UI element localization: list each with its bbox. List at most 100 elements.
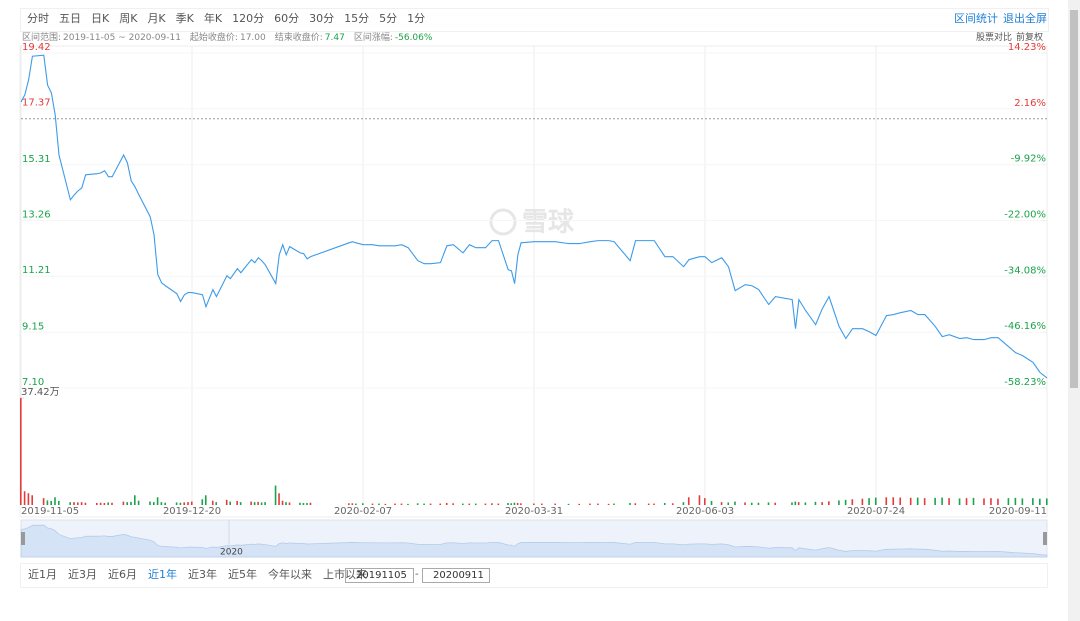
volume-bar — [260, 502, 263, 505]
period-button[interactable]: 30分 — [309, 12, 335, 25]
range-button[interactable]: 今年以来 — [268, 568, 312, 581]
volume-bar — [597, 503, 599, 505]
volume-bar — [1007, 498, 1010, 505]
x-tick-label: 2020-09-11 — [989, 506, 1047, 517]
volume-bar — [183, 502, 185, 505]
watermark-logo — [489, 208, 517, 236]
volume-bar — [175, 502, 178, 505]
volume-bar — [1046, 498, 1048, 505]
navigator-handle[interactable] — [1043, 532, 1047, 545]
toolbar — [20, 8, 1049, 32]
volume-bar — [137, 500, 140, 505]
y-tick-label: 7.10 — [22, 377, 44, 388]
period-button[interactable]: 60分 — [274, 12, 300, 25]
period-button[interactable]: 月K — [147, 12, 166, 25]
volume-bar — [578, 503, 581, 505]
volume-bar — [533, 503, 535, 505]
volume-bar — [750, 502, 753, 505]
volume-bar — [149, 501, 151, 505]
volume-bar — [407, 503, 409, 505]
period-button[interactable]: 分时 — [27, 12, 49, 25]
range-button[interactable]: 近3年 — [188, 568, 217, 581]
navigator-handle[interactable] — [21, 532, 25, 545]
volume-bar — [814, 501, 817, 505]
y-tick-label: 15.31 — [22, 154, 51, 165]
volume-bar — [239, 502, 242, 505]
volume-bar — [160, 502, 163, 505]
range-button[interactable]: 近6月 — [108, 568, 137, 581]
volume-bar — [844, 499, 847, 505]
period-button[interactable]: 日K — [91, 12, 110, 25]
volume-bar — [484, 503, 487, 505]
volume-bar — [462, 503, 464, 505]
range-button[interactable]: 近5年 — [228, 568, 257, 581]
range-button[interactable]: 近1年 — [148, 568, 177, 581]
volume-bar — [663, 502, 666, 505]
period-button[interactable]: 季K — [175, 12, 194, 25]
y2-tick-label: 14.23% — [1008, 42, 1046, 53]
volume-bar — [452, 503, 454, 505]
period-button[interactable]: 1分 — [407, 12, 426, 25]
period-button[interactable]: 5分 — [379, 12, 398, 25]
volume-bar — [899, 497, 902, 505]
scroll-thumb[interactable] — [1070, 10, 1078, 388]
volume-bar — [704, 498, 706, 505]
scrollbar[interactable] — [1068, 0, 1080, 621]
volume-bar — [1032, 498, 1034, 505]
volume-bar — [201, 499, 204, 505]
volume-bar — [990, 498, 992, 505]
option-button[interactable]: 前复权 — [1016, 33, 1044, 43]
y2-tick-label: -58.23% — [1004, 377, 1046, 388]
volume-bar — [236, 500, 238, 505]
volume-bar — [153, 502, 155, 505]
volume-bar — [892, 497, 895, 505]
period-button[interactable]: 15分 — [344, 12, 370, 25]
date-input[interactable]: 20191105 — [345, 568, 414, 583]
volume-bar — [497, 503, 500, 505]
period-button[interactable]: 五日 — [59, 12, 81, 25]
volume-bar — [710, 500, 713, 505]
volume-bar — [516, 502, 519, 505]
x-tick-label: 2020-07-24 — [847, 506, 905, 517]
volume-bar — [838, 500, 840, 505]
volume-bar — [916, 497, 919, 505]
volume-bar — [439, 503, 442, 505]
y-tick-label: 9.15 — [22, 321, 44, 332]
volume-bar — [423, 503, 425, 505]
volume-bar — [671, 503, 674, 505]
volume-bar — [288, 502, 291, 505]
volume-bar — [285, 502, 287, 505]
volume-bar — [589, 503, 591, 505]
volume-bar — [909, 497, 912, 505]
volume-bar — [727, 502, 730, 505]
y2-tick-label: -34.08% — [1004, 265, 1046, 276]
period-button[interactable]: 120分 — [232, 12, 265, 25]
navigator-label: 2020 — [220, 548, 243, 558]
volume-bar — [445, 502, 448, 505]
volume-bar — [941, 497, 943, 505]
date-input[interactable]: 20200911 — [422, 568, 490, 583]
volume-bar — [1021, 498, 1024, 505]
summary-text: 区间范围: — [22, 33, 62, 43]
summary-text: 起始收盘价: — [189, 33, 238, 43]
action-button[interactable]: 退出全屏 — [1003, 12, 1047, 25]
volume-bar — [567, 503, 570, 505]
volume-bar — [1014, 497, 1017, 505]
volume-bar — [371, 503, 374, 505]
range-button[interactable]: 近3月 — [68, 568, 97, 581]
volume-bar — [794, 501, 797, 505]
volume-bar — [613, 503, 615, 505]
volume-bar — [965, 498, 968, 505]
range-button[interactable]: 近1月 — [28, 568, 57, 581]
action-button[interactable]: 区间统计 — [954, 12, 998, 25]
volume-bar — [309, 502, 312, 505]
volume-bar — [400, 503, 403, 505]
period-button[interactable]: 周K — [119, 12, 138, 25]
volume-bar — [972, 497, 975, 505]
option-button[interactable]: 股票对比 — [976, 33, 1013, 43]
period-button[interactable]: 年K — [203, 12, 223, 25]
y2-tick-label: -22.00% — [1004, 210, 1046, 221]
summary-text: 区间涨幅: — [353, 33, 393, 43]
x-tick-label: 2019-12-20 — [163, 506, 221, 517]
volume-bar — [229, 501, 231, 505]
